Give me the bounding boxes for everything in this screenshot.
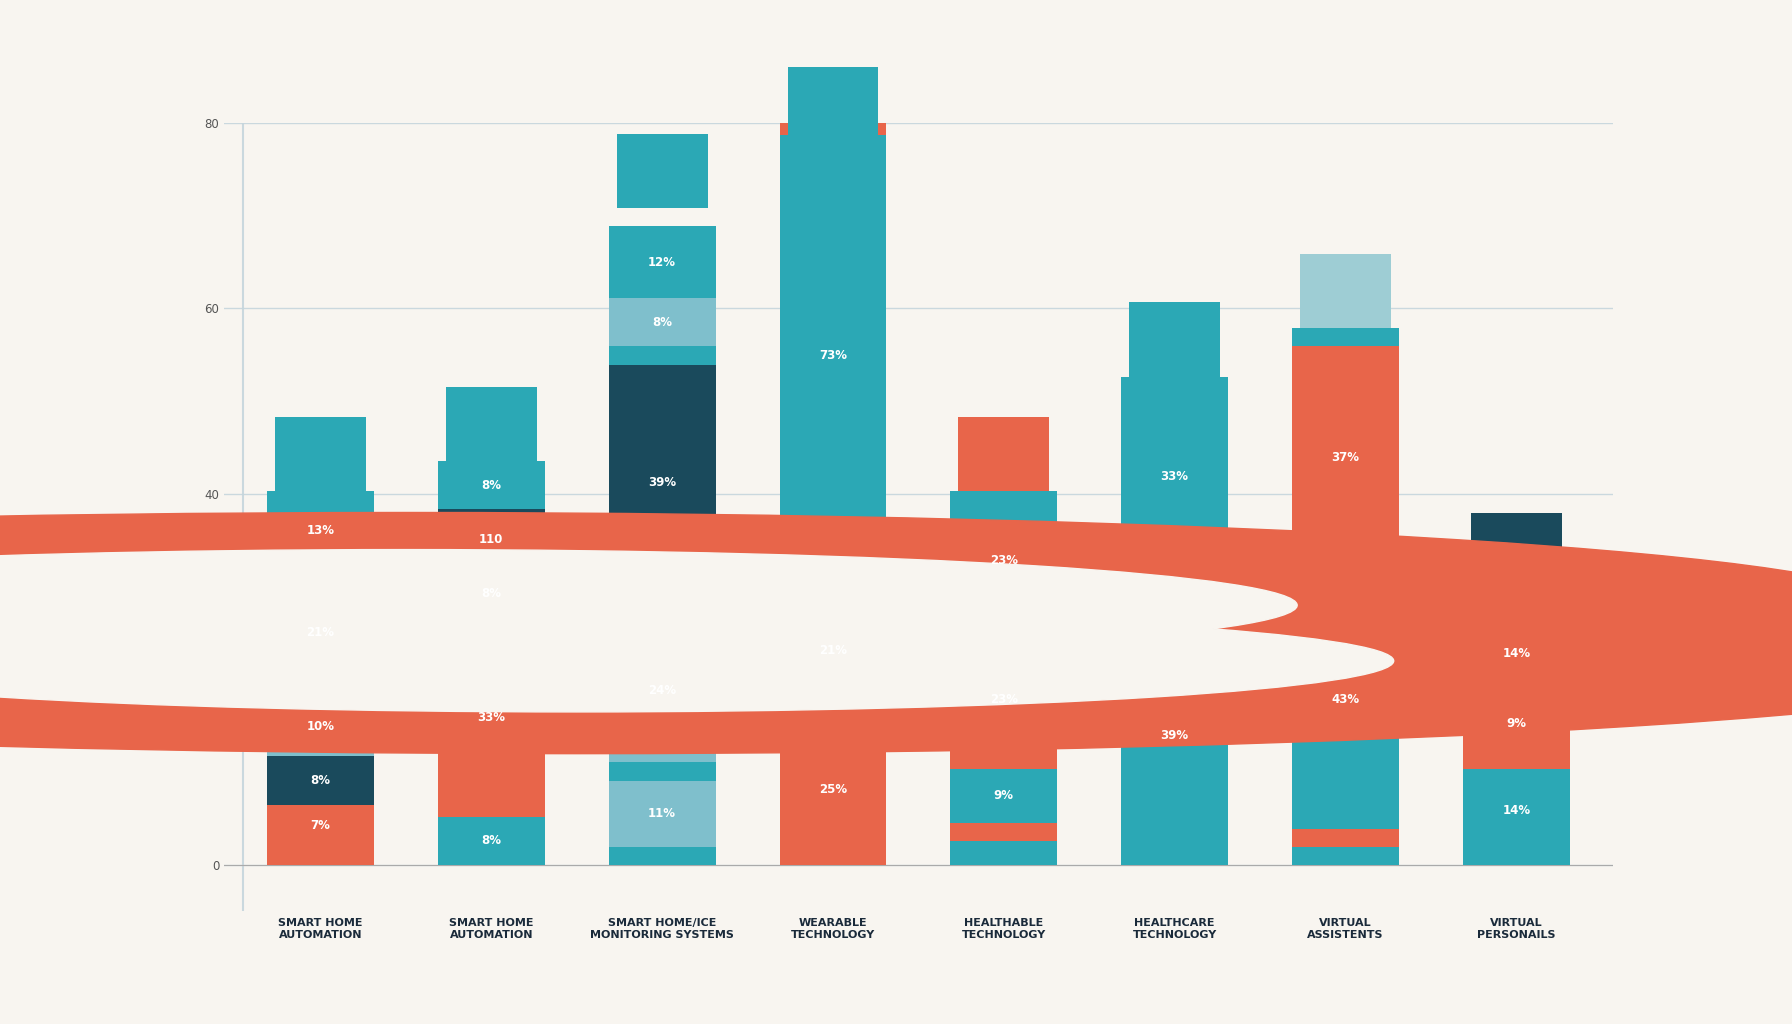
Bar [1462, 588, 1570, 611]
Text: 39%: 39% [649, 475, 676, 488]
Text: 10%: 10% [306, 720, 335, 733]
Text: 25%: 25% [819, 783, 848, 796]
Bar [437, 569, 545, 617]
Text: 21%
10%: 21% 10% [228, 622, 260, 644]
Text: 9%: 9% [995, 790, 1014, 802]
Bar [267, 696, 375, 757]
Text: 8%: 8% [310, 774, 330, 787]
Text: 8%: 8% [482, 835, 502, 848]
Text: 33%: 33% [1161, 470, 1188, 482]
Text: 13%: 13% [306, 524, 335, 537]
Bar [950, 822, 1057, 841]
Bar [609, 763, 715, 780]
Bar [609, 298, 715, 346]
Bar [267, 757, 375, 805]
Text: 9%: 9% [1507, 717, 1527, 730]
Text: 33%: 33% [477, 711, 505, 724]
Bar [1122, 377, 1228, 575]
Bar [1122, 588, 1228, 600]
Bar [1292, 828, 1400, 847]
Bar [446, 387, 538, 461]
Bar [1292, 329, 1400, 346]
Bar [1122, 600, 1228, 617]
Bar [616, 133, 708, 208]
Bar [1471, 513, 1561, 588]
Bar [950, 853, 1057, 865]
Bar [959, 417, 1050, 492]
Bar [609, 226, 715, 298]
Bar [950, 492, 1057, 630]
Text: 8%: 8% [482, 587, 502, 600]
Bar [609, 346, 715, 365]
Bar [1292, 346, 1400, 569]
Text: 12%: 12% [649, 256, 676, 268]
Text: 73%: 73% [819, 349, 848, 361]
Bar [609, 600, 715, 617]
Bar [1129, 302, 1220, 377]
Text: 21%: 21% [306, 627, 335, 639]
Bar [437, 617, 545, 817]
Bar [1462, 853, 1570, 865]
Bar [780, 123, 887, 135]
Bar [1122, 617, 1228, 853]
Bar [950, 841, 1057, 853]
Bar [1122, 575, 1228, 588]
Text: 43%: 43% [1331, 692, 1360, 706]
Bar [267, 569, 375, 696]
Bar [609, 847, 715, 865]
Bar [1292, 847, 1400, 865]
Text: 24%: 24% [649, 684, 676, 696]
Text: 37%: 37% [1331, 452, 1360, 465]
Bar [780, 135, 887, 575]
Bar [267, 805, 375, 847]
Bar [1462, 768, 1570, 853]
Bar [1462, 611, 1570, 696]
Text: 14%: 14% [1502, 647, 1530, 660]
Bar [1292, 569, 1400, 828]
Bar [609, 365, 715, 600]
Text: 39%: 39% [1161, 729, 1188, 741]
Text: 23%: 23% [989, 692, 1018, 706]
Text: 14%: 14% [1502, 804, 1530, 817]
Text: 11%: 11% [649, 807, 676, 820]
Bar [950, 630, 1057, 768]
Bar [437, 509, 545, 569]
Bar [267, 847, 375, 865]
Bar [437, 817, 545, 865]
Bar [950, 768, 1057, 822]
Text: 7%: 7% [310, 819, 330, 833]
Bar [609, 617, 715, 763]
Circle shape [0, 568, 1792, 754]
Text: 8%: 8% [482, 478, 502, 492]
Bar [276, 417, 366, 492]
Circle shape [0, 610, 1394, 712]
Circle shape [0, 550, 1297, 660]
Text: 110: 110 [478, 532, 504, 546]
Bar [1299, 254, 1391, 329]
Bar [780, 715, 887, 865]
Bar [1462, 696, 1570, 751]
Text: 21%: 21% [819, 644, 848, 657]
Text: 8%: 8% [652, 315, 672, 329]
Bar [609, 780, 715, 847]
Circle shape [0, 512, 1792, 698]
Bar [1462, 751, 1570, 768]
Bar [437, 461, 545, 509]
Bar [780, 588, 887, 715]
Bar [1122, 853, 1228, 865]
Bar [267, 492, 375, 569]
Bar [780, 575, 887, 588]
Bar [787, 68, 878, 141]
Text: 23%: 23% [989, 554, 1018, 567]
